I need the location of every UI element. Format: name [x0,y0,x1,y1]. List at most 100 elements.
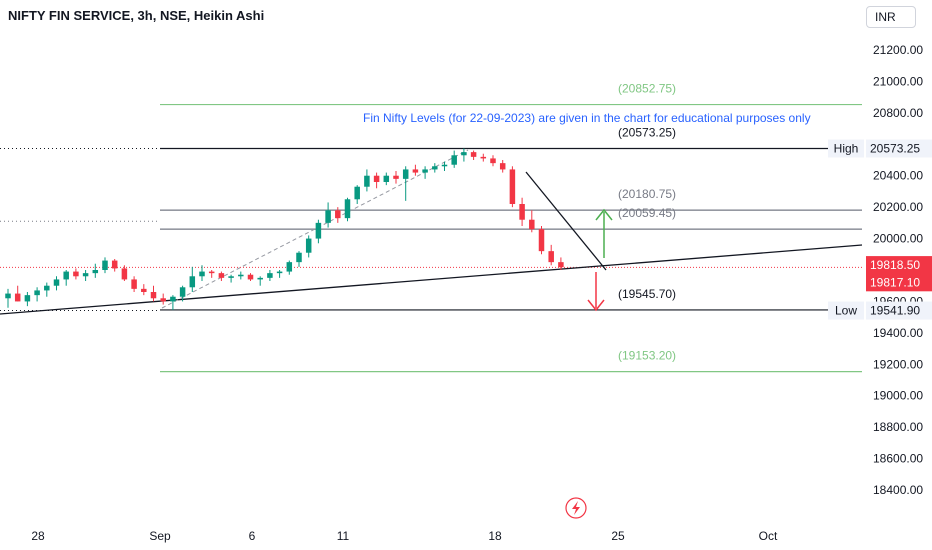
y-tick-label: 20200.00 [873,200,923,214]
candle-body [325,210,331,223]
candle-body [393,175,399,179]
candle [335,207,341,223]
candle [344,197,351,222]
x-tick-label: 25 [611,529,625,543]
price-tag-bg [866,273,932,292]
candle [189,266,196,292]
dashed-trendline [161,149,469,309]
level-label: (19545.70) [618,287,676,301]
candle-body [558,262,564,268]
price-tag-value: 19817.10 [870,275,920,289]
y-tick-label: 21000.00 [873,74,923,88]
y-tick-label: 18400.00 [873,483,923,497]
y-tick-label: 19000.00 [873,389,923,403]
candle [499,160,506,173]
candle-body [451,155,457,165]
price-tag-value: 20573.25 [870,141,920,155]
candle [199,265,205,281]
candle [82,270,89,281]
price-tag-label-bg [828,301,864,320]
candle [102,257,108,274]
price-tag-value: 19541.90 [870,304,920,318]
candle-body [189,276,196,288]
candle-body [238,274,244,277]
candle-body [286,262,293,272]
candle [24,292,31,307]
candle-body [373,175,380,182]
price-tag-label: High [834,141,859,155]
candle [441,161,448,171]
candle [238,271,244,280]
candle-body [529,219,535,230]
candle-body [150,292,157,299]
candle-body [344,199,351,219]
x-tick-label: Sep [149,529,171,543]
candle [208,270,215,278]
candle-body [296,252,302,263]
candle [509,166,516,208]
candle-body [461,152,467,156]
candle-body [170,296,176,302]
y-tick-label: 20800.00 [873,106,923,120]
candle [276,270,283,278]
price-tag-label-bg [828,139,864,158]
candle-body [354,186,360,200]
level-label: (20059.45) [618,206,676,220]
candle [92,263,99,278]
lightning-icon[interactable] [565,497,587,519]
candle [131,276,137,292]
candle-body [14,293,21,302]
candle-body [538,229,545,252]
candle [247,273,254,281]
candle-body [383,175,390,182]
candle [228,274,234,283]
candle [325,202,331,228]
candle-body [257,277,263,280]
candle [53,276,60,291]
x-tick-label: Oct [759,529,778,543]
candle-body [432,166,438,170]
price-tag-label: Low [835,304,857,318]
candle [422,166,428,179]
candle-body [34,290,40,296]
candle [364,169,370,192]
candle-body [267,273,273,278]
candle-body [509,169,516,204]
candle [73,268,79,280]
candle-body [422,169,428,173]
candle [470,150,477,160]
resistance-trendline [525,171,607,271]
candle-body [53,279,60,286]
price-tag-bg [866,301,932,320]
level-label: (20852.75) [618,82,676,96]
candle-body [470,152,477,157]
candle [257,276,263,286]
candle [373,172,380,189]
candle [286,260,293,275]
candle [296,251,302,267]
candle-body [92,270,99,274]
candle [519,197,525,226]
price-tag-bg [866,139,932,158]
candle-body [480,156,487,159]
x-tick-label: 6 [249,529,256,543]
currency-selector[interactable]: INR [866,6,916,28]
candle [393,171,399,184]
x-tick-label: 18 [488,529,502,543]
candle [170,295,176,311]
down-arrow-head [587,299,605,312]
candle [63,270,69,286]
candle-body [315,222,322,239]
y-tick-label: 20000.00 [873,232,923,246]
candle-body [247,274,254,280]
candle [461,148,467,162]
candle [5,288,11,308]
y-tick-label: 20400.00 [873,169,923,183]
candle-body [335,210,341,219]
candle-body [179,287,186,297]
candle [34,287,40,302]
candle [529,210,535,233]
price-tag-bg [866,256,932,275]
candle-body [44,285,50,291]
